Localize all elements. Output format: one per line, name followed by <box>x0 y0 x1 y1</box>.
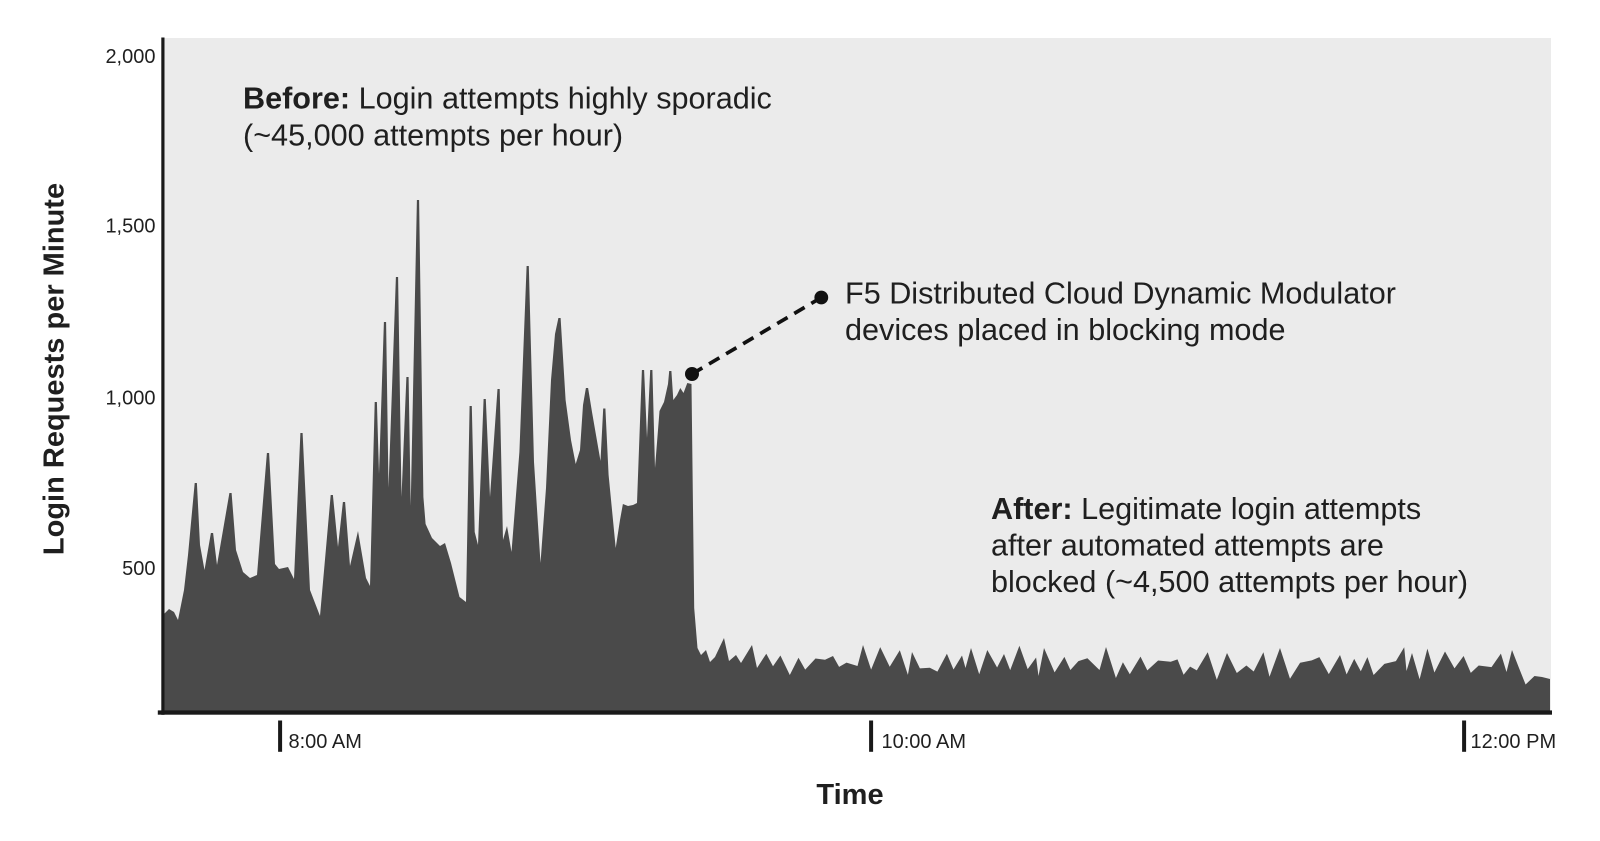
svg-text:2,000: 2,000 <box>105 46 155 68</box>
svg-text:8:00 AM: 8:00 AM <box>289 731 362 753</box>
svg-text:After: Legitimate login attemp: After: Legitimate login attempts <box>991 492 1421 526</box>
svg-text:Login Requests per Minute: Login Requests per Minute <box>39 183 71 555</box>
svg-text:1,000: 1,000 <box>105 388 155 410</box>
svg-text:devices placed in blocking mod: devices placed in blocking mode <box>845 313 1285 347</box>
svg-text:after automated attempts are: after automated attempts are <box>991 529 1384 563</box>
svg-text:12:00 PM: 12:00 PM <box>1471 731 1557 753</box>
svg-text:blocked (~4,500 attempts per h: blocked (~4,500 attempts per hour) <box>991 565 1468 599</box>
svg-text:Time: Time <box>816 779 883 811</box>
svg-text:Before: Login attempts highly: Before: Login attempts highly sporadic <box>243 82 772 116</box>
svg-text:(~45,000 attempts per hour): (~45,000 attempts per hour) <box>243 118 623 152</box>
svg-text:F5 Distributed Cloud Dynamic M: F5 Distributed Cloud Dynamic Modulator <box>845 276 1396 310</box>
svg-text:500: 500 <box>122 558 155 580</box>
svg-text:1,500: 1,500 <box>105 216 155 238</box>
svg-text:10:00 AM: 10:00 AM <box>882 731 967 753</box>
